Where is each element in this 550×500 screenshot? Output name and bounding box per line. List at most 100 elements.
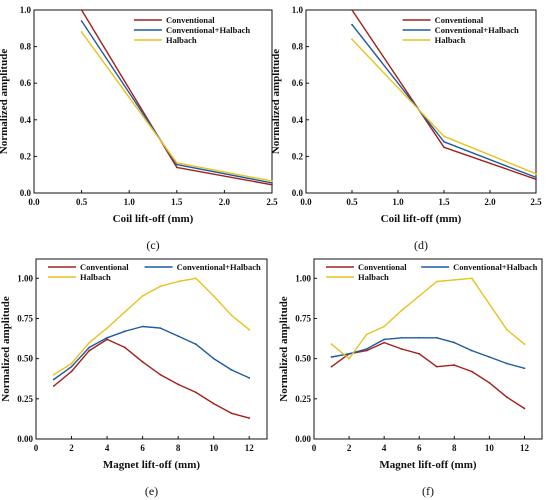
y-tick-label: 0.75 <box>295 313 311 323</box>
data-point <box>159 373 162 376</box>
data-point <box>453 364 456 366</box>
y-tick-label: 0.4 <box>292 115 304 125</box>
panel-d: 0.0 0.5 1.0 1.5 2.0 2.5 0.0 0.2 0.4 0.6 0.8 1.0 Coil… <box>270 5 542 252</box>
series-line-conventional-plus-halbach <box>53 325 250 381</box>
x-tick-label: 0.5 <box>346 197 358 207</box>
data-point <box>443 140 445 143</box>
x-axis-title: Coil lift-off (mm) <box>113 213 194 225</box>
data-point <box>488 356 491 358</box>
legend-label: Conventional <box>166 15 215 25</box>
y-axis-title: Normalized amplitude <box>0 49 10 155</box>
x-axis-title: Coil lift-off (mm) <box>381 213 462 225</box>
legend-label: Conventional+Halbach <box>177 262 261 272</box>
panel-f: 0 2 4 6 8 10 12 0.00 0.25 0.50 0.75 1.00 Magnet lift… <box>278 258 543 498</box>
plot-frame <box>35 258 268 440</box>
x-tick-label: 10 <box>485 443 495 453</box>
data-point <box>453 341 456 344</box>
data-point <box>506 362 508 365</box>
y-tick-label: 0.2 <box>20 151 32 161</box>
data-point <box>351 9 353 11</box>
x-tick-label: 1.0 <box>392 197 404 207</box>
y-axis-title: Normalized amplitude <box>0 296 12 402</box>
x-tick-label: 1.5 <box>438 197 450 207</box>
data-point <box>177 383 180 386</box>
data-point <box>123 311 126 313</box>
legend-label: Halbach <box>358 272 389 282</box>
x-tick-label: 4 <box>382 443 387 453</box>
x-tick-label: 0.0 <box>28 197 40 207</box>
data-point <box>523 343 526 346</box>
data-point <box>348 352 350 355</box>
x-tick-label: 12 <box>245 443 255 453</box>
data-point <box>523 407 526 410</box>
x-axis-title: Magnet lift-off (mm) <box>379 459 476 471</box>
y-tick-label: 1.00 <box>17 273 33 283</box>
data-point <box>470 277 473 280</box>
data-point <box>400 348 403 350</box>
data-point <box>230 412 233 415</box>
data-point <box>123 330 126 333</box>
x-tick-label: 1.5 <box>171 197 183 207</box>
data-point <box>535 176 537 179</box>
data-point <box>212 357 215 360</box>
data-point <box>365 349 368 352</box>
y-tick-label: 0.25 <box>295 394 311 404</box>
panel-label: (d) <box>414 238 428 252</box>
y-tick-label: 1.0 <box>20 5 32 15</box>
data-point <box>535 172 537 175</box>
data-point <box>400 309 403 312</box>
data-point <box>330 343 333 346</box>
y-tick-label: 0.6 <box>292 78 304 88</box>
y-tick-label: 0.50 <box>17 354 33 364</box>
data-point <box>330 356 333 358</box>
y-tick-label: 0.2 <box>292 151 304 161</box>
data-point <box>52 373 55 376</box>
data-point <box>175 166 178 169</box>
data-point <box>212 402 215 405</box>
x-axis-title: Magnet lift-off (mm) <box>103 459 200 471</box>
data-point <box>195 343 197 346</box>
data-point <box>80 9 83 11</box>
data-point <box>195 391 197 394</box>
x-tick-label: 8 <box>452 443 457 453</box>
data-point <box>383 338 386 341</box>
legend-label: Conventional <box>358 262 407 272</box>
data-point <box>88 349 91 352</box>
data-point <box>443 146 445 149</box>
data-point <box>159 285 162 288</box>
series-line-halbach <box>331 277 525 360</box>
data-point <box>230 368 233 371</box>
panel-c: 0.0 0.5 1.0 1.5 2.0 2.5 0.0 0.2 0.4 0.6 0.8 1.0 Coil… <box>0 5 278 252</box>
data-point <box>230 314 233 317</box>
x-tick-label: 6 <box>140 443 145 453</box>
panel-label: (f) <box>422 484 434 498</box>
x-tick-label: 0.5 <box>76 197 88 207</box>
plot-frame <box>305 9 537 194</box>
x-tick-label: 2.0 <box>219 197 231 207</box>
data-point <box>470 349 473 352</box>
x-tick-label: 6 <box>417 443 422 453</box>
data-point <box>141 360 144 363</box>
y-tick-label: 0.6 <box>20 78 32 88</box>
data-point <box>175 163 178 166</box>
legend-label: Halbach <box>435 35 466 45</box>
y-tick-label: 0.75 <box>17 313 33 323</box>
x-tick-label: 2.5 <box>266 197 278 207</box>
data-point <box>435 336 438 339</box>
data-point <box>523 367 526 370</box>
y-tick-label: 0.00 <box>17 434 33 444</box>
legend-label: Conventional <box>80 262 129 272</box>
x-tick-label: 0 <box>312 443 317 453</box>
y-axis-title: Normalized amplitude <box>270 49 282 155</box>
legend-label: Halbach <box>166 35 197 45</box>
y-tick-label: 0.0 <box>20 188 32 198</box>
data-point <box>248 377 251 379</box>
series-line-conventional-plus-halbach <box>331 337 525 369</box>
data-point <box>70 370 73 373</box>
data-point <box>351 23 353 26</box>
data-point <box>418 352 421 355</box>
series-line-conventional-plus-halbach <box>81 20 273 184</box>
series-line-conventional <box>53 338 250 419</box>
